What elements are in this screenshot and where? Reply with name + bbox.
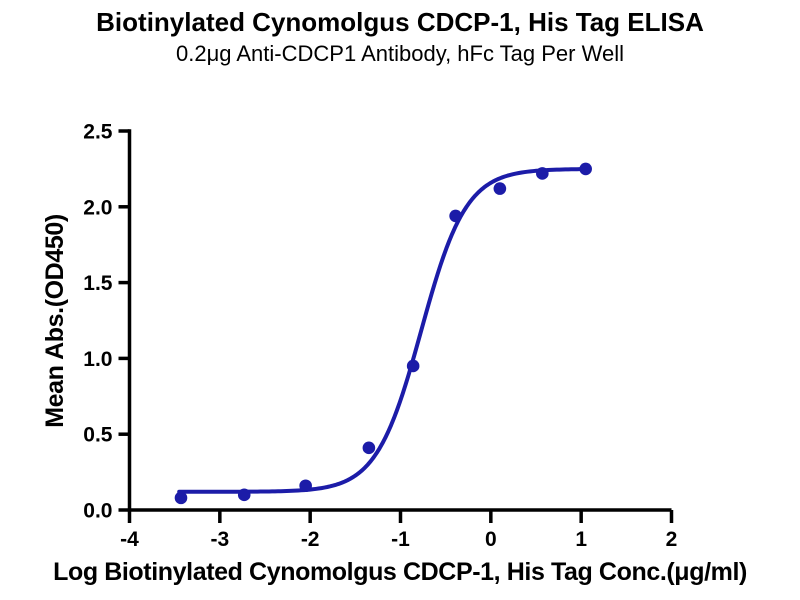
y-tick-label: 0.5 xyxy=(83,424,113,447)
y-tick-label: 1.0 xyxy=(83,348,112,371)
x-tick-label: 1 xyxy=(575,528,587,551)
data-point xyxy=(406,359,420,373)
data-point xyxy=(174,491,188,505)
fit-curve xyxy=(177,167,588,494)
y-tick-label: 2.0 xyxy=(83,196,112,219)
x-tick-label: -4 xyxy=(120,528,139,551)
data-point xyxy=(237,488,251,502)
data-point xyxy=(536,167,549,180)
x-tick-label: 0 xyxy=(485,528,497,551)
data-point xyxy=(493,182,507,195)
x-tick-label: 2 xyxy=(666,528,678,551)
x-tick-label: -3 xyxy=(210,528,229,551)
data-point xyxy=(579,162,592,176)
chart-title: Biotinylated Cynomolgus CDCP-1, His Tag … xyxy=(96,7,704,37)
chart-subtitle: 0.2μg Anti-CDCP1 Antibody, hFc Tag Per W… xyxy=(175,41,624,66)
y-tick-label: 0.0 xyxy=(83,500,112,523)
x-tick-label: -1 xyxy=(391,528,410,551)
data-point xyxy=(299,479,312,493)
x-axis-title: Log Biotinylated Cynomolgus CDCP-1, His … xyxy=(53,558,747,586)
y-tick-label: 1.5 xyxy=(83,272,113,295)
data-point xyxy=(449,209,462,223)
data-point xyxy=(362,441,376,455)
x-tick-label: -2 xyxy=(301,528,320,551)
y-tick-label: 2.5 xyxy=(83,121,113,144)
axes-frame xyxy=(127,129,672,512)
